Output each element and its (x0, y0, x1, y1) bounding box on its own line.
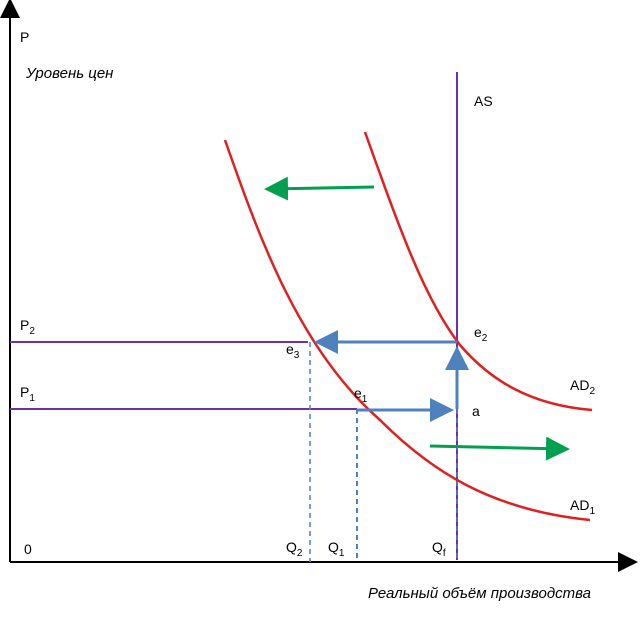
ad2-label: AD2 (570, 377, 595, 397)
q2-label-sub: 2 (297, 548, 303, 559)
shift-right-arrow (429, 436, 570, 461)
q1-label: Q1 (328, 539, 345, 559)
e1-label-sub: 1 (362, 394, 368, 405)
ad1-curve (223, 139, 591, 522)
y-axis-label: P (20, 29, 29, 45)
p1-label-sub: 1 (29, 393, 35, 404)
e2-label: e2 (474, 324, 488, 344)
qf-label-sub: f (443, 548, 446, 559)
p1-label-main: P (20, 384, 29, 400)
origin-label: 0 (24, 541, 32, 557)
p2-label-sub: 2 (29, 326, 35, 337)
e3-label-sub: 3 (294, 350, 300, 361)
ad2-curve (363, 131, 593, 412)
p2-label: P2 (20, 317, 35, 337)
q1-label-main: Q (328, 539, 339, 555)
ad1-label: AD1 (570, 497, 595, 517)
e3-label-main: e (286, 341, 294, 357)
p1-label: P1 (20, 384, 35, 404)
p2-label-main: P (20, 317, 29, 333)
q2-label-main: Q (286, 539, 297, 555)
e3-label: e3 (286, 341, 300, 361)
ad1-label-main: AD (570, 497, 589, 513)
ad2-label-main: AD (570, 377, 589, 393)
ad2-label-sub: 2 (589, 386, 595, 397)
e2-label-main: e (474, 324, 482, 340)
e2-label-sub: 2 (482, 333, 488, 344)
shift-left-arrow (264, 176, 375, 201)
qf-label: Qf (432, 539, 446, 559)
x-axis-title: Реальный объём производства (368, 585, 591, 602)
y-axis-title: Уровень цен (25, 65, 113, 82)
q1-label-sub: 1 (339, 548, 345, 559)
as-label: AS (474, 93, 493, 109)
e1-label: e1 (354, 385, 368, 405)
a-label: a (472, 403, 480, 419)
e1-label-main: e (354, 385, 362, 401)
qf-label-main: Q (432, 539, 443, 555)
ad1-label-sub: 1 (589, 506, 595, 517)
q2-label: Q2 (286, 539, 303, 559)
